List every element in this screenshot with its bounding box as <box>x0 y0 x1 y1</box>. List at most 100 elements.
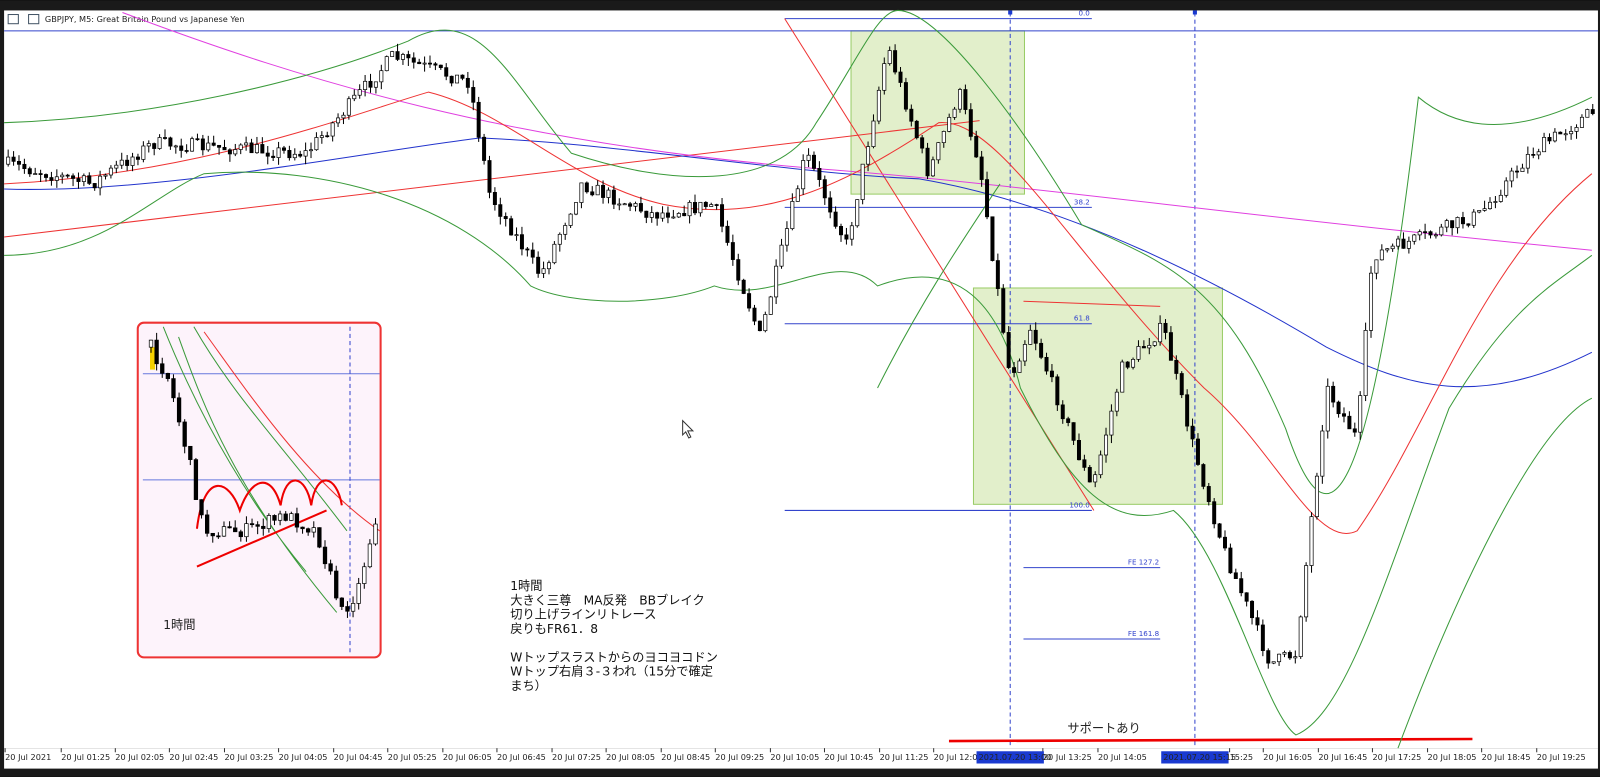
bb-lower <box>4 171 1593 736</box>
candle-body <box>1255 617 1260 626</box>
candle-body <box>633 203 638 207</box>
indicators <box>4 9 1598 749</box>
candle-body <box>898 71 903 83</box>
candle-body <box>1082 459 1087 468</box>
candle-body <box>1363 330 1368 396</box>
inset-marker <box>150 347 156 370</box>
candle-body <box>238 531 243 538</box>
candle-body <box>38 173 43 175</box>
inset-frame <box>136 321 382 659</box>
candle-body <box>1428 231 1433 236</box>
candle-body <box>882 63 887 91</box>
candle-body <box>152 143 157 149</box>
candle-body <box>1341 413 1346 417</box>
candle-body <box>638 203 643 212</box>
candle-body <box>444 67 449 77</box>
candle-body <box>828 197 833 213</box>
candle-body <box>199 499 204 516</box>
candle-body <box>665 212 670 218</box>
axis-label: 20 Jul 19:25 <box>1537 752 1586 762</box>
zone-box <box>972 287 1223 505</box>
candle-body <box>595 184 600 196</box>
candle-body <box>866 146 871 165</box>
candle-body <box>1417 231 1422 236</box>
candle-body <box>336 117 341 124</box>
axis-label: 20 Jul 18:45 <box>1482 752 1531 762</box>
candle-body <box>130 156 135 166</box>
candle-body <box>1287 652 1292 659</box>
candle-body <box>768 296 773 315</box>
candle-body <box>400 54 405 60</box>
candle-body <box>334 570 339 599</box>
candle-body <box>1379 249 1384 261</box>
candle-body <box>283 513 288 521</box>
candle-body <box>216 535 221 538</box>
candle-body <box>476 101 481 138</box>
candle-body <box>65 174 70 177</box>
candle-body <box>779 244 784 267</box>
candle-body <box>368 80 373 88</box>
candle-body <box>1412 234 1417 242</box>
candle-body <box>601 184 606 198</box>
candle-body <box>930 159 935 177</box>
candle-body <box>356 583 361 604</box>
candle-body <box>176 397 182 423</box>
candle-body <box>995 260 1000 289</box>
candle-body <box>1141 346 1146 349</box>
candle-body <box>1039 342 1044 358</box>
candle-body <box>1325 385 1330 432</box>
axis-label: 20 Jul 06:45 <box>497 752 546 762</box>
candle-body <box>611 189 616 205</box>
candle-body <box>114 164 119 169</box>
candle-body <box>844 234 849 240</box>
note-line: Wトップスラストからのヨコヨコドン <box>510 650 718 664</box>
candle-body <box>352 94 357 100</box>
axis-label: 20 Jul 14:05 <box>1098 752 1147 762</box>
candle-body <box>1525 154 1530 169</box>
candle-body <box>81 175 86 182</box>
candle-body <box>92 183 97 189</box>
candle-body <box>244 142 249 146</box>
candle-body <box>1509 170 1514 182</box>
axis-label: 20 Jul 05:25 <box>388 752 437 762</box>
candle-body <box>563 225 568 235</box>
candle-body <box>655 212 660 219</box>
candle-body <box>157 137 162 149</box>
candle-body <box>606 189 611 198</box>
candle-body <box>1022 344 1027 362</box>
candle-body <box>319 135 324 138</box>
candle-body <box>309 149 314 152</box>
candle-body <box>1260 624 1265 651</box>
candle-body <box>422 62 427 65</box>
candle-body <box>1498 194 1503 202</box>
candle-body <box>1444 220 1449 228</box>
candle-body <box>709 204 714 207</box>
candle-body <box>801 160 806 190</box>
candle-body <box>833 211 838 227</box>
candle-body <box>357 89 362 96</box>
candle-body <box>163 137 167 139</box>
candle-body <box>6 156 11 165</box>
candle-body <box>341 114 346 119</box>
candle-body <box>330 122 335 137</box>
candle-body <box>1233 572 1238 579</box>
candle-body <box>363 80 368 91</box>
candle-body <box>87 175 92 184</box>
candle-body <box>1536 151 1541 156</box>
candle-body <box>893 50 898 73</box>
candle-body <box>195 138 200 141</box>
axis-label: 20 Jul 16:05 <box>1263 752 1312 762</box>
candle-body <box>671 216 676 219</box>
candle-body <box>985 179 990 218</box>
candle-body <box>1493 201 1498 203</box>
candle-body <box>165 372 170 379</box>
candle-body <box>154 339 159 365</box>
ma-mid <box>4 137 1593 388</box>
candle-body <box>584 182 589 193</box>
candle-body <box>233 527 238 533</box>
candle-body <box>168 137 173 147</box>
candle-body <box>736 259 741 281</box>
axis-label: 20 Jul 17:25 <box>1372 752 1421 762</box>
axis-label: 20 Jul 10:45 <box>824 752 873 762</box>
axis-highlight <box>976 751 1044 764</box>
